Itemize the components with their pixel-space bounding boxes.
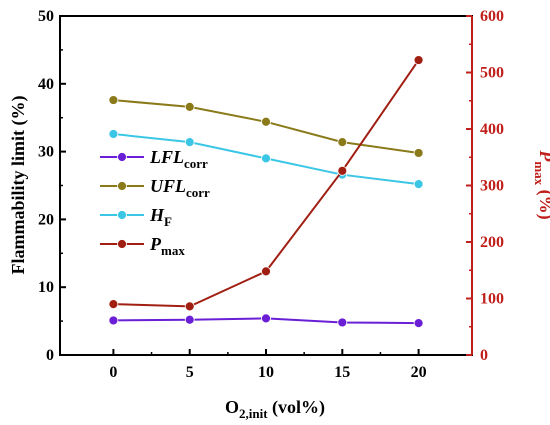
- series-layer: [108, 55, 424, 329]
- right-tick-label: 100: [480, 291, 504, 308]
- legend-label-sub: corr: [184, 156, 208, 171]
- x-tick-label: 10: [258, 364, 274, 381]
- left-tick-label: 20: [38, 211, 54, 228]
- right-axis-title-main: P: [536, 149, 550, 162]
- legend-label-main: P: [149, 234, 162, 254]
- right-tick-label: 200: [480, 234, 504, 251]
- right-axis-title-sub: max: [532, 161, 547, 185]
- left-tick-label: 40: [38, 76, 54, 93]
- left-axis-ticks: 0 10 20 30 40 50: [38, 8, 66, 364]
- legend-swatch-marker-ufl: [117, 181, 127, 191]
- data-point-hf: [261, 153, 271, 164]
- data-point-hf: [184, 137, 195, 148]
- data-point-pmax: [108, 299, 119, 310]
- x-axis-ticks: 0 5 10 15 20: [109, 349, 427, 381]
- right-tick-label: 400: [480, 121, 504, 138]
- left-tick-label: 50: [38, 8, 54, 25]
- left-tick-label: 0: [46, 347, 54, 364]
- data-point-lfl: [108, 315, 119, 326]
- data-point-pmax: [184, 301, 195, 312]
- right-tick-label: 600: [480, 8, 504, 25]
- data-point-ufl: [337, 137, 348, 148]
- x-tick-label: 20: [411, 364, 427, 381]
- x-tick-label: 15: [334, 364, 350, 381]
- legend-label-sub: F: [164, 214, 172, 229]
- left-tick-label: 10: [38, 279, 54, 296]
- right-tick-label: 0: [480, 347, 488, 364]
- data-point-ufl: [413, 148, 424, 158]
- legend-swatch-marker-hf: [117, 210, 127, 220]
- legend-label-main: LFL: [149, 147, 184, 167]
- legend-swatch-marker-lfl: [117, 152, 127, 162]
- x-tick-label: 0: [109, 364, 117, 381]
- legend-label-lfl: LFLcorr: [149, 147, 208, 171]
- legend-swatch-marker-pmax: [117, 239, 127, 249]
- data-point-lfl: [337, 317, 348, 328]
- legend-label-pmax: Pmax: [149, 234, 185, 258]
- data-point-lfl: [261, 313, 271, 324]
- right-axis-title: Pmax (%): [532, 149, 550, 219]
- legend-label-main: UFL: [150, 176, 186, 196]
- right-axis-ticks: 0 100 200 300 400 500 600: [466, 8, 504, 364]
- x-tick-label: 5: [186, 364, 194, 381]
- right-axis-title-suffix: (%): [535, 185, 550, 220]
- data-point-pmax: [261, 266, 271, 277]
- data-point-hf: [413, 179, 424, 190]
- data-point-pmax: [337, 165, 348, 176]
- right-tick-label: 300: [480, 178, 504, 195]
- right-tick-label: 500: [480, 65, 504, 82]
- data-point-lfl: [413, 318, 424, 329]
- left-tick-label: 30: [38, 144, 54, 161]
- x-axis-title-suffix: (vol%): [268, 397, 326, 418]
- data-point-ufl: [261, 116, 271, 127]
- data-point-hf: [108, 129, 119, 139]
- left-axis-title: Flammability limit (%): [8, 96, 29, 275]
- x-axis-title: O2,init (vol%): [225, 397, 325, 421]
- data-point-lfl: [184, 314, 195, 325]
- x-axis-title-main: O: [225, 397, 239, 417]
- legend-label-hf: HF: [149, 205, 172, 229]
- legend-label-main: H: [149, 205, 165, 225]
- data-point-ufl: [184, 101, 195, 112]
- legend-label-ufl: UFLcorr: [150, 176, 210, 200]
- legend-label-sub: corr: [186, 185, 210, 200]
- data-point-pmax: [413, 55, 424, 65]
- x-axis-title-sub: 2,init: [239, 406, 268, 421]
- legend-label-sub: max: [161, 243, 185, 258]
- data-point-ufl: [108, 95, 119, 105]
